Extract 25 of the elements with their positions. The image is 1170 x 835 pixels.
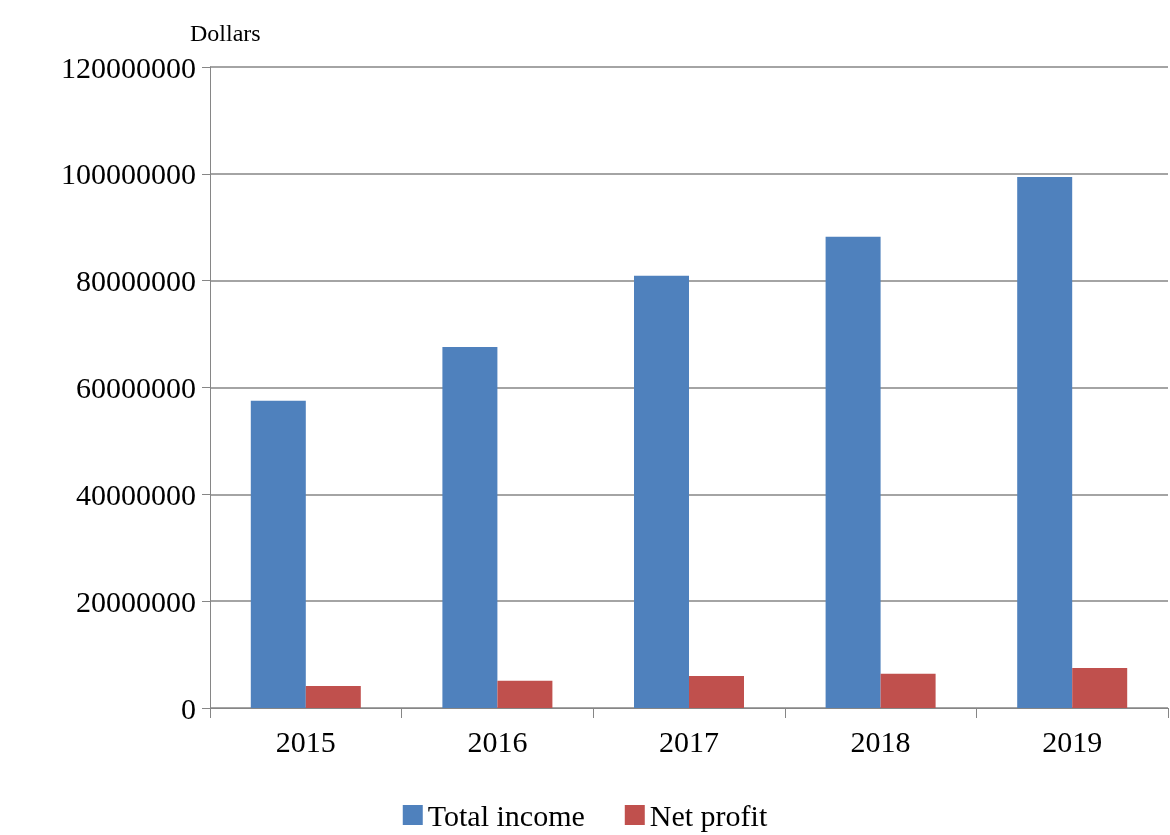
legend-label: Net profit (649, 798, 768, 832)
x-tick-label: 2016 (467, 724, 528, 758)
y-tick-label: 100000000 (61, 157, 196, 191)
y-axis-title: Dollars (190, 20, 261, 46)
y-tick-label: 40000000 (76, 477, 196, 511)
bar (497, 680, 553, 708)
y-tick-label: 120000000 (61, 50, 196, 84)
x-tick-label: 2015 (275, 724, 336, 758)
bar (1017, 177, 1073, 708)
x-tick-label: 2017 (659, 724, 719, 758)
bar (689, 675, 744, 708)
bar (880, 673, 936, 708)
y-tick-label: 60000000 (76, 371, 196, 404)
bar (825, 236, 881, 708)
bar (250, 400, 306, 708)
x-tick-label: 2018 (850, 724, 911, 758)
y-tick-label: 0 (181, 691, 196, 725)
y-tick-label: 80000000 (76, 264, 196, 298)
legend-label: Total income (427, 798, 585, 832)
bar (305, 686, 361, 708)
y-tick-label: 20000000 (76, 584, 196, 618)
bar (1072, 667, 1128, 708)
bar (634, 275, 689, 708)
bar (442, 346, 498, 708)
x-tick-label: 2019 (1042, 724, 1103, 758)
